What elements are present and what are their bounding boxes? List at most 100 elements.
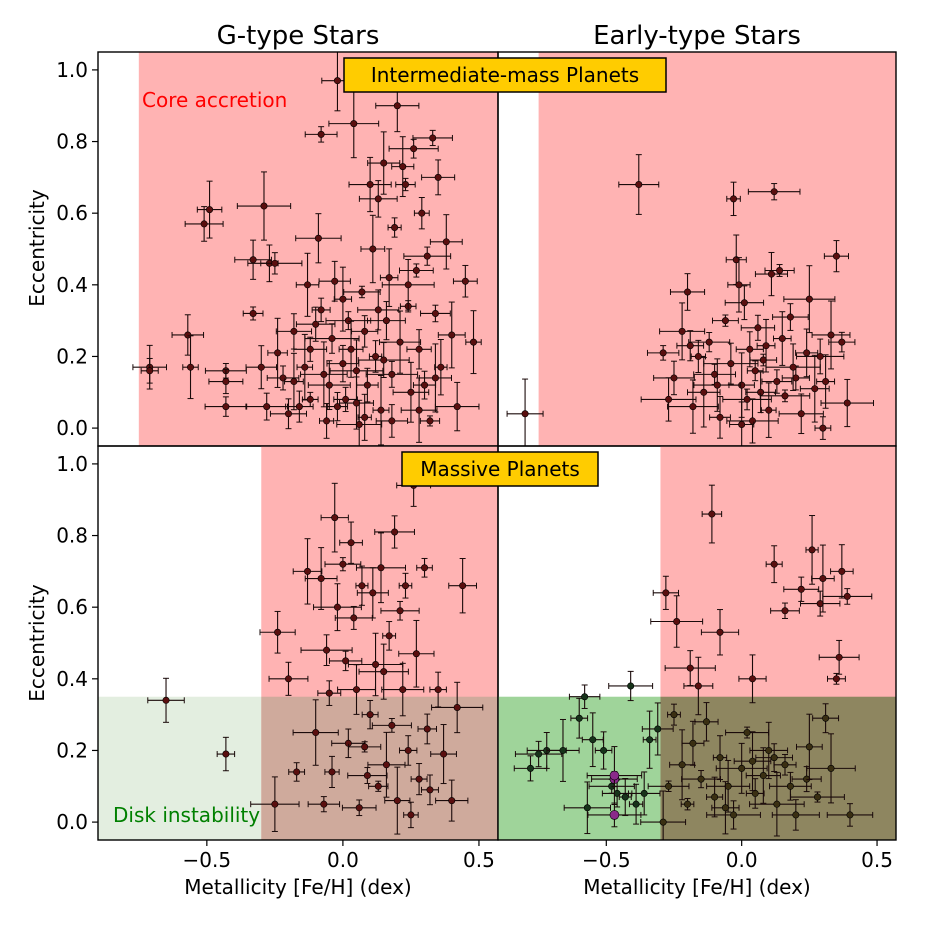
y-tick-label: 0.8 <box>56 130 88 154</box>
data-point <box>247 252 303 275</box>
x-tick-label: −0.5 <box>582 848 631 872</box>
data-point <box>242 306 264 321</box>
data-point <box>429 671 447 708</box>
x-axis-label-right: Metallicity [Fe/H] (dex) <box>583 875 810 899</box>
data-point <box>147 677 185 723</box>
data-point <box>336 399 383 446</box>
data-point <box>417 713 437 745</box>
data-point <box>816 354 836 409</box>
x-tick-label: −0.5 <box>183 848 232 872</box>
data-point <box>317 680 342 706</box>
x-tick-label: 0.5 <box>463 848 495 872</box>
x-tick-label: 0.0 <box>327 848 359 872</box>
data-point <box>434 381 480 432</box>
panel-body <box>498 446 896 840</box>
panels-group: 0.0 0.2 0.4 0.6 0.8 1.0 0.0 0.2 0.4 0.6 0.8 1.0 −0.5… <box>56 51 897 872</box>
data-point <box>347 767 388 785</box>
data-point <box>712 314 739 327</box>
data-point <box>357 342 410 379</box>
data-point <box>506 378 544 446</box>
x-axis-label-left: Metallicity [Fe/H] (dex) <box>184 875 411 899</box>
data-point <box>250 776 300 832</box>
data-point <box>772 311 792 366</box>
data-point <box>395 177 416 192</box>
data-point <box>745 778 765 809</box>
data-point <box>295 306 336 342</box>
banner-massive: Massive Planets <box>401 451 599 487</box>
data-point <box>357 289 400 331</box>
data-point <box>368 340 383 373</box>
data-point <box>328 650 363 672</box>
data-point <box>570 697 589 739</box>
data-point <box>618 778 632 817</box>
data-point <box>269 398 308 430</box>
banner-intermediate-label: Intermediate-mass Planets <box>371 63 639 87</box>
data-point <box>430 724 457 785</box>
y-tick-label: 0.2 <box>56 344 88 368</box>
data-point <box>830 544 854 599</box>
data-point <box>783 576 820 602</box>
data-point <box>372 374 390 446</box>
data-point <box>761 369 793 394</box>
data-point <box>435 779 469 822</box>
data-point <box>747 183 801 201</box>
data-point <box>418 343 453 413</box>
data-point <box>182 335 199 400</box>
data-point <box>749 721 789 780</box>
y-tick-label: 0.0 <box>56 810 88 834</box>
data-point <box>406 329 432 370</box>
data-point <box>437 301 466 369</box>
data-point <box>267 317 288 388</box>
data-point <box>392 361 430 423</box>
data-point <box>818 639 860 675</box>
data-point <box>706 800 761 830</box>
data-point <box>351 315 379 348</box>
data-point <box>399 735 418 766</box>
data-point <box>627 771 661 816</box>
data-point <box>434 339 448 396</box>
data-point <box>295 252 320 317</box>
data-point <box>729 401 755 446</box>
data-point <box>755 743 794 772</box>
data-point <box>669 273 706 311</box>
data-point <box>382 621 397 651</box>
data-point <box>546 718 580 782</box>
disk-instability-region <box>98 696 262 840</box>
banner-massive-box <box>401 451 599 487</box>
data-point <box>709 396 731 439</box>
data-point <box>676 330 705 362</box>
data-point <box>760 382 777 438</box>
data-point <box>795 328 819 378</box>
data-point <box>653 360 695 396</box>
y-tick-label: 0.6 <box>56 595 88 619</box>
data-point <box>771 799 820 831</box>
data-point <box>284 352 304 411</box>
data-point <box>608 670 654 702</box>
data-point <box>275 313 313 350</box>
banner-intermediate-box <box>343 57 667 93</box>
data-point <box>642 710 657 769</box>
data-point <box>196 180 223 239</box>
data-point <box>413 197 430 230</box>
data-point <box>811 544 835 613</box>
data-point <box>805 515 819 585</box>
panel-2: 0.0 0.2 0.4 0.6 0.8 1.0 −0.5 0.0 0.5 <box>56 445 499 872</box>
data-point <box>343 285 381 299</box>
banner-intermediate: Intermediate-mass Planets <box>343 57 667 93</box>
data-point <box>339 376 374 430</box>
data-point <box>749 771 805 837</box>
data-point <box>513 755 548 782</box>
data-point <box>324 557 362 572</box>
data-point <box>307 360 351 411</box>
data-point <box>772 303 809 331</box>
data-point <box>300 634 353 666</box>
data-point <box>375 404 409 438</box>
data-point <box>628 783 644 825</box>
data-point <box>348 741 382 753</box>
data-point <box>764 264 795 277</box>
data-point <box>304 323 360 354</box>
data-point <box>421 159 456 196</box>
data-point <box>320 482 349 553</box>
data-point <box>646 345 680 361</box>
